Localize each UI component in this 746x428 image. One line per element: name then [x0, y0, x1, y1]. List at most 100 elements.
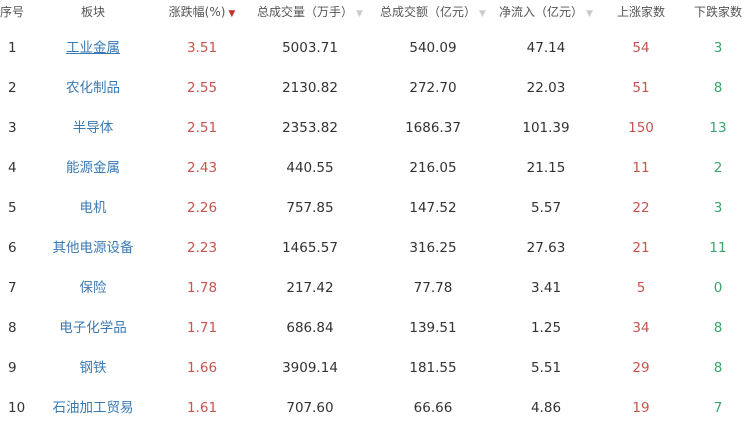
up-count: 21 [632, 240, 650, 256]
volume-value: 2130.82 [282, 80, 338, 96]
sector-link[interactable]: 保险 [79, 280, 107, 296]
header-change-label: 涨跌幅(%) [168, 5, 226, 19]
up-count: 34 [632, 320, 650, 336]
amount-value: 540.09 [409, 40, 457, 56]
volume-value: 5003.71 [282, 40, 338, 56]
change-value: 1.71 [186, 320, 218, 336]
inflow-value: 101.39 [522, 120, 570, 136]
amount-value: 181.55 [409, 360, 457, 376]
down-count: 0 [713, 280, 723, 296]
up-count: 5 [636, 280, 646, 296]
change-value: 1.61 [186, 400, 218, 416]
header-volume-label: 总成交量（万手） [257, 5, 354, 19]
sector-link[interactable]: 钢铁 [79, 360, 107, 376]
table-row: 7 保险 1.78 217.42 77.78 3.41 5 0 [0, 264, 746, 304]
volume-value: 217.42 [286, 280, 334, 296]
inflow-value: 47.14 [526, 40, 566, 56]
down-count: 8 [713, 80, 723, 96]
header-amount-label: 总成交额（亿元） [380, 5, 477, 19]
down-count: 3 [713, 200, 723, 216]
volume-value: 2353.82 [282, 120, 338, 136]
header-index: 序号 [0, 5, 25, 19]
amount-value: 272.70 [409, 80, 457, 96]
up-count: 54 [632, 40, 650, 56]
up-count: 150 [628, 120, 654, 136]
change-value: 1.78 [186, 280, 218, 296]
sector-link[interactable]: 工业金属 [66, 40, 120, 56]
inflow-value: 4.86 [530, 400, 562, 416]
down-count: 8 [713, 320, 723, 336]
volume-value: 686.84 [286, 320, 334, 336]
sector-link[interactable]: 石油加工贸易 [52, 400, 134, 416]
table-row: 10 石油加工贸易 1.61 707.60 66.66 4.86 19 7 [0, 384, 746, 424]
down-count: 3 [713, 40, 723, 56]
sort-icon[interactable]: ▼ [479, 9, 486, 19]
row-index: 2 [8, 80, 17, 96]
header-amount[interactable]: 总成交额（亿元） ▼ [378, 0, 488, 26]
volume-value: 1465.57 [282, 240, 338, 256]
row-index: 6 [8, 240, 17, 256]
sector-link[interactable]: 电机 [79, 200, 107, 216]
row-index: 10 [8, 400, 26, 416]
inflow-value: 5.51 [530, 360, 562, 376]
change-value: 3.51 [186, 40, 218, 56]
row-index: 3 [8, 120, 17, 136]
volume-value: 707.60 [286, 400, 334, 416]
table-header: 序号 板块 涨跌幅(%) ▼ 总成交量（万手） ▼ 总成交额（亿元） ▼ 净流入（亿元… [0, 0, 746, 24]
inflow-value: 27.63 [526, 240, 566, 256]
volume-value: 440.55 [286, 160, 334, 176]
table-row: 9 钢铁 1.66 3909.14 181.55 5.51 29 8 [0, 344, 746, 384]
table-row: 6 其他电源设备 2.23 1465.57 316.25 27.63 21 11 [0, 224, 746, 264]
down-count: 8 [713, 360, 723, 376]
inflow-value: 1.25 [530, 320, 562, 336]
row-index: 5 [8, 200, 17, 216]
change-value: 2.23 [186, 240, 218, 256]
header-inflow[interactable]: 净流入（亿元） ▼ [496, 0, 596, 26]
down-count: 13 [709, 120, 727, 136]
amount-value: 1686.37 [405, 120, 461, 136]
amount-value: 66.66 [413, 400, 453, 416]
sort-icon[interactable]: ▼ [586, 9, 593, 19]
sort-icon[interactable]: ▼ [356, 9, 363, 19]
sector-link[interactable]: 能源金属 [66, 160, 120, 176]
amount-value: 77.78 [413, 280, 453, 296]
sector-link[interactable]: 半导体 [72, 120, 114, 136]
row-index: 8 [8, 320, 17, 336]
volume-value: 757.85 [286, 200, 334, 216]
row-index: 7 [8, 280, 17, 296]
sector-link[interactable]: 农化制品 [66, 80, 120, 96]
row-index: 4 [8, 160, 17, 176]
header-up-count: 上涨家数 [616, 5, 665, 19]
change-value: 2.26 [186, 200, 218, 216]
header-change[interactable]: 涨跌幅(%) ▼ [160, 0, 244, 26]
down-count: 7 [713, 400, 723, 416]
change-value: 1.66 [186, 360, 218, 376]
inflow-value: 5.57 [530, 200, 562, 216]
table-row: 8 电子化学品 1.71 686.84 139.51 1.25 34 8 [0, 304, 746, 344]
header-down-count: 下跌家数 [693, 5, 742, 19]
header-volume[interactable]: 总成交量（万手） ▼ [250, 0, 370, 26]
row-index: 9 [8, 360, 17, 376]
row-index: 1 [8, 40, 17, 56]
inflow-value: 3.41 [530, 280, 562, 296]
up-count: 22 [632, 200, 650, 216]
sector-link[interactable]: 电子化学品 [59, 320, 127, 336]
amount-value: 139.51 [409, 320, 457, 336]
table-row: 5 电机 2.26 757.85 147.52 5.57 22 3 [0, 184, 746, 224]
amount-value: 147.52 [409, 200, 457, 216]
up-count: 29 [632, 360, 650, 376]
up-count: 51 [632, 80, 650, 96]
amount-value: 216.05 [409, 160, 457, 176]
change-value: 2.55 [186, 80, 218, 96]
inflow-value: 22.03 [526, 80, 566, 96]
table-row: 4 能源金属 2.43 440.55 216.05 21.15 11 2 [0, 144, 746, 184]
sector-link[interactable]: 其他电源设备 [52, 240, 134, 256]
table-row: 2 农化制品 2.55 2130.82 272.70 22.03 51 8 [0, 64, 746, 104]
header-sector: 板块 [80, 5, 105, 19]
table-row: 3 半导体 2.51 2353.82 1686.37 101.39 150 13 [0, 104, 746, 144]
amount-value: 316.25 [409, 240, 457, 256]
inflow-value: 21.15 [526, 160, 566, 176]
up-count: 19 [632, 400, 650, 416]
sort-desc-icon[interactable]: ▼ [228, 9, 236, 19]
